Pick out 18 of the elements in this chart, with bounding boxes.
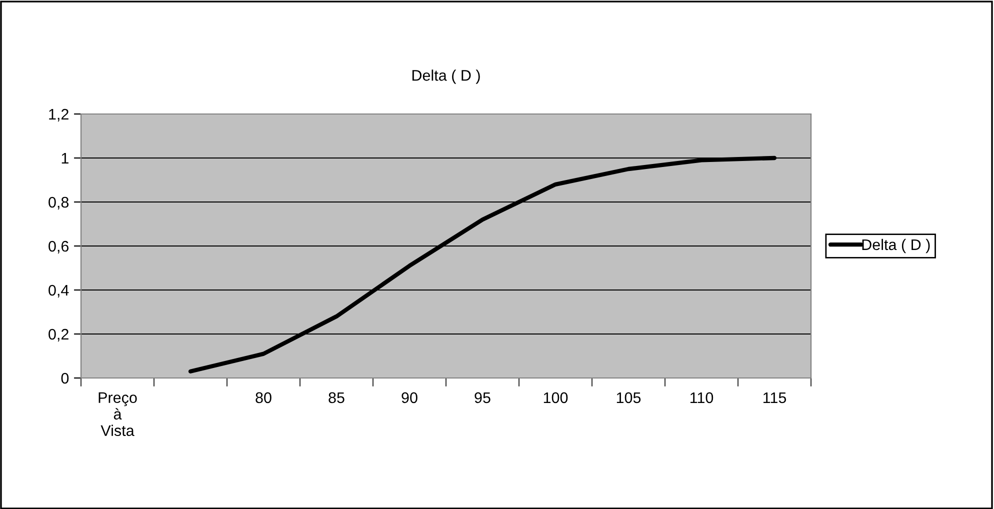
x-tick-label: 115 xyxy=(763,392,786,404)
x-tick-label: 80 xyxy=(256,392,272,404)
x-tick-label: 90 xyxy=(402,392,418,404)
x-tick-label: 100 xyxy=(544,392,568,404)
x-tick-label: 85 xyxy=(328,392,344,404)
x-tick-label: 95 xyxy=(474,392,490,404)
y-tick-label: 0,4 xyxy=(48,284,69,298)
y-tick-label: 0,8 xyxy=(48,196,69,210)
x-tick-label: 105 xyxy=(616,392,641,404)
x-tick-label: 110 xyxy=(690,392,714,404)
y-tick-label: 0 xyxy=(61,372,69,384)
y-tick-label: 0,6 xyxy=(48,240,69,254)
legend-label: Delta ( D ) xyxy=(862,238,930,254)
x-tick-label: Preço à Vista xyxy=(98,392,137,436)
y-tick-label: 0,2 xyxy=(48,328,68,342)
y-tick-label: 1 xyxy=(62,153,68,164)
chart-title: Delta ( D ) xyxy=(412,70,480,84)
y-tick-label: 1,2 xyxy=(49,108,68,122)
